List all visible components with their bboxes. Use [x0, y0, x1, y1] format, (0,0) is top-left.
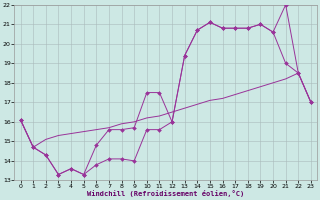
X-axis label: Windchill (Refroidissement éolien,°C): Windchill (Refroidissement éolien,°C)	[87, 190, 244, 197]
